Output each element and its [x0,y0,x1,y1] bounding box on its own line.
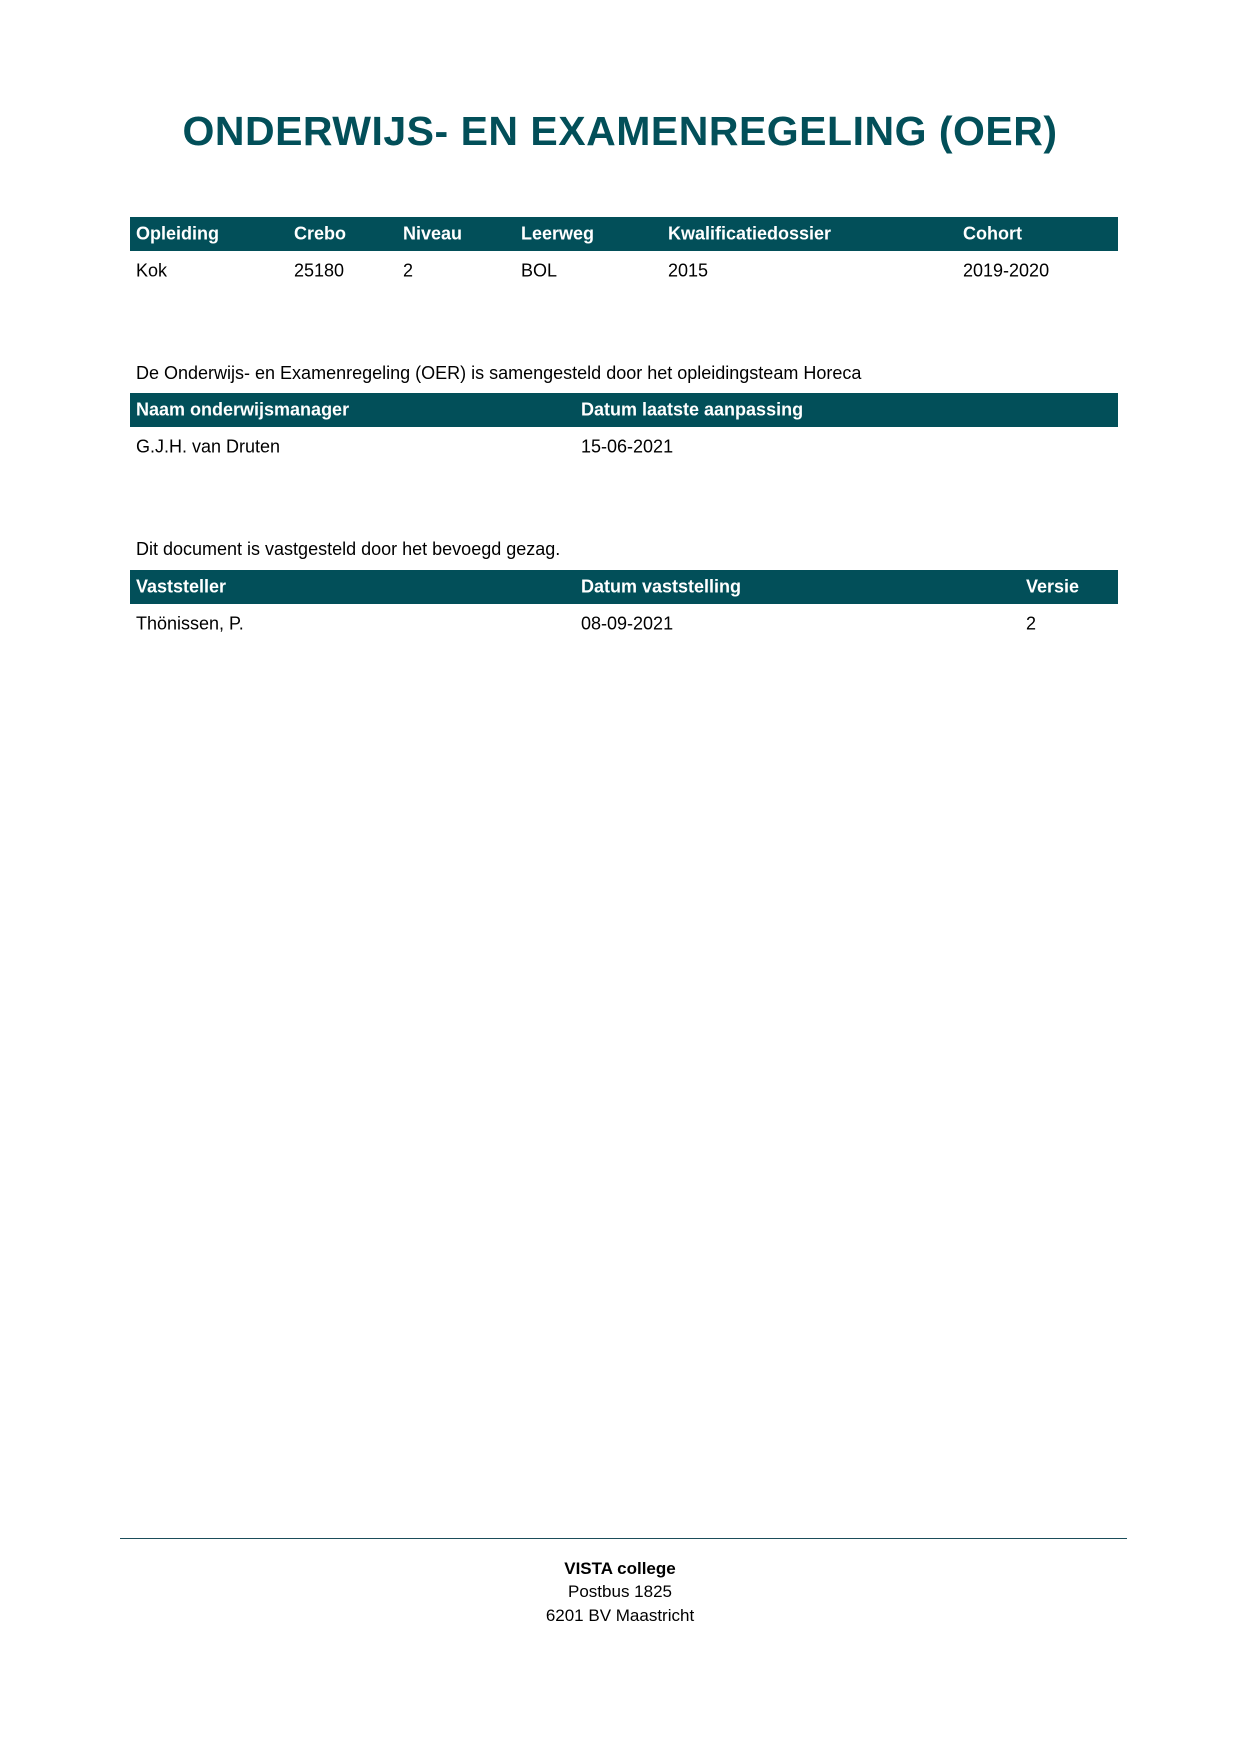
table-header: Opleiding Crebo Niveau Leerweg Kwalifica… [130,217,1118,251]
table-row: Kok 25180 2 BOL 2015 2019-2020 [130,251,1118,291]
header-kwalificatiedossier: Kwalificatiedossier [668,223,832,244]
cell-crebo: 25180 [294,260,345,281]
header-niveau: Niveau [403,223,463,244]
cell-vaststeller: Thönissen, P. [136,613,244,634]
page-title: ONDERWIJS- EN EXAMENREGELING (OER) [182,108,1058,154]
cell-manager: G.J.H. van Druten [136,436,281,457]
cell-version: 2 [1026,613,1037,634]
header-version: Versie [1026,576,1080,597]
header-manager: Naam onderwijsmanager [136,399,350,420]
footer-address-2: 6201 BV Maastricht [545,1606,695,1625]
approval-table: Vaststeller Datum vaststelling Versie Th… [130,570,1118,644]
header-approval-date: Datum vaststelling [581,576,742,597]
header-last-modified: Datum laatste aanpassing [581,399,804,420]
approval-statement: Dit document is vastgesteld door het bev… [136,539,561,559]
table-header: Naam onderwijsmanager Datum laatste aanp… [130,393,1118,427]
cell-kwalificatiedossier: 2015 [668,260,709,281]
cell-leerweg: BOL [521,260,558,281]
header-leerweg: Leerweg [521,223,595,244]
team-statement: De Onderwijs- en Examenregeling (OER) is… [136,363,862,383]
cell-approval-date: 08-09-2021 [581,613,674,634]
footer-divider [120,1538,1127,1539]
header-crebo: Crebo [294,223,347,244]
header-opleiding: Opleiding [136,223,219,244]
cell-last-modified: 15-06-2021 [581,436,674,457]
manager-table: Naam onderwijsmanager Datum laatste aanp… [130,393,1118,467]
cell-cohort: 2019-2020 [963,260,1050,281]
footer-address-1: Postbus 1825 [568,1582,672,1601]
header-cohort: Cohort [963,223,1022,244]
cell-niveau: 2 [403,260,414,281]
header-vaststeller: Vaststeller [136,576,227,597]
cell-opleiding: Kok [136,260,168,281]
program-table: Opleiding Crebo Niveau Leerweg Kwalifica… [130,217,1118,291]
table-row: G.J.H. van Druten 15-06-2021 [130,427,1118,467]
table-header: Vaststeller Datum vaststelling Versie [130,570,1118,604]
footer-org: VISTA college [564,1559,676,1578]
table-row: Thönissen, P. 08-09-2021 2 [130,604,1118,644]
